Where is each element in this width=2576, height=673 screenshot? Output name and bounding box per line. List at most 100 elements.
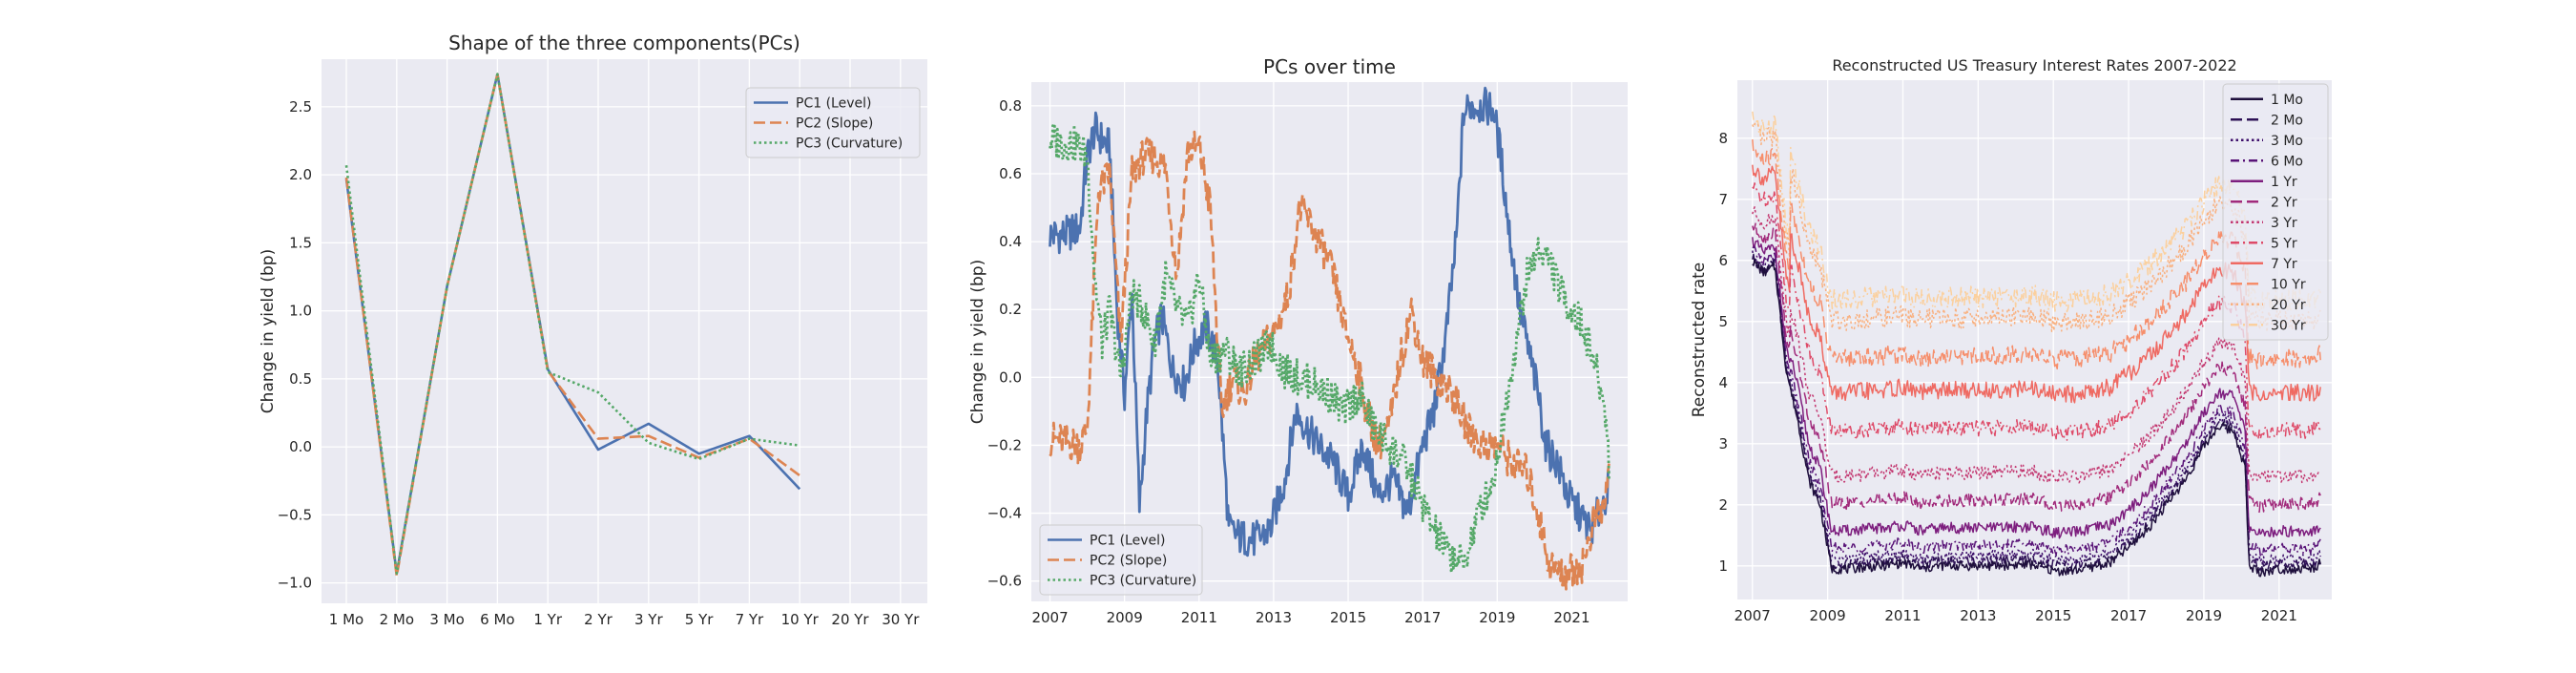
legend: PC1 (Level) PC2 (Slope) PC3 (Curvature) [745,87,921,158]
y-tick-label: 7 [1718,191,1728,208]
x-tick-label: 2015 [2035,607,2071,624]
x-tick-label: 1 Yr [533,611,562,628]
y-tick-label: 0.0 [999,368,1022,386]
x-tick-label: 2007 [1031,609,1068,626]
series-lines [344,73,801,578]
y-tick-label: 3 [1718,435,1728,452]
x-tick-labels: 2007 2009 2011 2013 2015 2017 2019 2021 [1031,609,1589,626]
panel-pcs-over-time: 2007 2009 2011 2013 2015 2017 2019 2021 −0.6−0.… [968,55,1628,626]
legend-label: 20 Yr [2271,298,2306,313]
panel-reconstructed-rates: 2007 2009 2011 2013 2015 2017 2019 2021 1 2 3 4 5 6 7… [1690,56,2332,624]
legend-label: PC1 (Level) [1090,534,1165,549]
series-line [1049,123,1610,575]
legend-label: 3 Yr [2271,216,2297,231]
series-line [1752,221,2321,514]
x-tick-label: 2 Mo [380,611,414,628]
x-tick-label: 2009 [1810,607,1846,624]
y-tick-label: 2.5 [289,98,312,116]
y-tick-labels: −0.6 −0.4 −0.2 0.0 0.2 0.4 0.6 0.8 [987,97,1022,590]
y-tick-label: −0.2 [987,436,1022,453]
series-line [1049,130,1610,591]
y-tick-label: −0.6 [987,573,1022,590]
y-tick-label: −0.5 [278,506,312,523]
x-tick-label: 2015 [1330,609,1366,626]
legend-label: PC2 (Slope) [1090,554,1167,569]
y-tick-label: 8 [1718,130,1728,147]
y-tick-label: 1.5 [289,234,312,251]
legend-label: 5 Yr [2271,236,2297,251]
series-line [1752,237,2321,539]
y-tick-label: 0.6 [999,165,1022,182]
y-tick-label: 0.8 [999,97,1022,115]
y-tick-label: 6 [1718,252,1728,269]
x-tick-label: 1 Mo [329,611,364,628]
x-tick-label: 30 Yr [882,611,920,628]
series-line [1752,245,2321,557]
panel-pc-shapes: 1 Mo 2 Mo 3 Mo 6 Mo 1 Yr 2 Yr 3 Yr 5 Yr 7 Yr 10 Y… [259,32,927,628]
legend-label: 1 Mo [2271,93,2303,108]
y-tick-label: −0.4 [987,505,1022,522]
x-tick-label: 2017 [2110,607,2147,624]
x-tick-labels: 2007 2009 2011 2013 2015 2017 2019 2021 [1735,607,2297,624]
chart-title: Reconstructed US Treasury Interest Rates… [1832,56,2236,74]
x-tick-label: 2013 [1960,607,1996,624]
y-tick-label: 2.0 [289,166,312,183]
y-tick-label: 4 [1718,374,1728,391]
legend-label: PC2 (Slope) [796,116,873,132]
legend-label: 2 Yr [2271,195,2297,210]
x-tick-label: 2017 [1404,609,1441,626]
y-tick-label: 0.5 [289,370,312,388]
y-tick-label: 0.4 [999,233,1022,250]
y-tick-label: −1.0 [278,575,312,592]
y-tick-labels: 1 2 3 4 5 6 7 8 [1718,130,1728,575]
legend-label: PC3 (Curvature) [796,137,903,152]
legend: 1 Mo 2 Mo 3 Mo 6 Mo 1 Yr 2 Yr 3 Yr 5 Yr 7 Yr 10 Y… [2222,83,2329,341]
x-tick-label: 2021 [1553,609,1589,626]
series-lines [1049,86,1610,591]
x-tick-label: 7 Yr [736,611,764,628]
x-tick-label: 2007 [1735,607,1771,624]
legend-label: 30 Yr [2271,318,2306,333]
legend-box [1039,524,1203,596]
x-tick-label: 5 Yr [685,611,714,628]
x-tick-label: 20 Yr [831,611,869,628]
x-tick-labels: 1 Mo 2 Mo 3 Mo 6 Mo 1 Yr 2 Yr 3 Yr 5 Yr 7 Yr 10 Y… [329,611,920,628]
series-line [1049,86,1610,557]
x-tick-label: 2019 [1479,609,1515,626]
legend-box [2222,83,2329,341]
x-tick-label: 6 Mo [480,611,514,628]
x-tick-label: 2011 [1181,609,1217,626]
y-tick-label: 0.2 [999,301,1022,318]
chart-title: Shape of the three components(PCs) [448,32,800,54]
x-tick-label: 2019 [2186,607,2222,624]
y-tick-labels: −1.0 −0.5 0.0 0.5 1.0 1.5 2.0 2.5 [278,98,312,592]
legend-label: 6 Mo [2271,154,2303,169]
y-tick-label: 0.0 [289,438,312,455]
series-line [1752,206,2321,484]
series-line [344,73,800,575]
legend-label: 10 Yr [2271,277,2306,292]
legend-label: 7 Yr [2271,257,2297,272]
x-tick-label: 3 Mo [429,611,464,628]
x-tick-label: 2021 [2261,607,2297,624]
legend-label: 2 Mo [2271,113,2303,128]
x-tick-label: 2011 [1884,607,1921,624]
legend-label: 1 Yr [2271,175,2297,190]
y-axis-label: Change in yield (bp) [968,260,987,424]
legend-label: 3 Mo [2271,134,2303,149]
x-tick-label: 10 Yr [781,611,820,628]
series-line [1752,258,2321,578]
y-tick-label: 1 [1718,557,1728,575]
y-tick-label: 1.0 [289,303,312,320]
series-line [1752,250,2321,566]
x-tick-label: 2013 [1256,609,1292,626]
x-tick-label: 2 Yr [584,611,613,628]
legend-label: PC1 (Level) [796,96,871,112]
series-line [1752,253,2321,573]
x-tick-label: 3 Yr [634,611,663,628]
legend: PC1 (Level) PC2 (Slope) PC3 (Curvature) [1039,524,1203,596]
y-tick-label: 5 [1718,313,1728,330]
y-tick-label: 2 [1718,496,1728,514]
